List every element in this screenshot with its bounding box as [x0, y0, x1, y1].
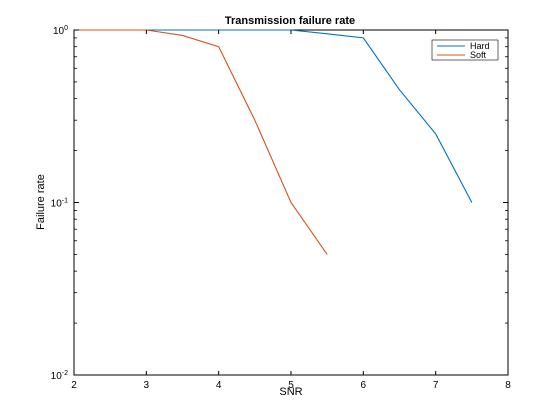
x-tick-label: 3	[144, 380, 150, 391]
x-tick-label: 7	[433, 380, 439, 391]
x-tick-label: 8	[505, 380, 511, 391]
legend-label-hard: Hard	[470, 41, 490, 51]
chart-title: Transmission failure rate	[225, 15, 355, 27]
series-line-hard	[74, 29, 473, 203]
y-tick-label: 100	[53, 25, 68, 37]
x-tick-label: 2	[71, 380, 77, 391]
x-tick-label: 6	[361, 380, 367, 391]
x-axis-title: SNR	[279, 386, 302, 398]
y-tick-label: 10-2	[51, 370, 68, 382]
y-tick-label: 10-1	[51, 198, 68, 210]
y-axis-title: Failure rate	[35, 174, 47, 230]
x-tick-label: 4	[216, 380, 222, 391]
legend-label-soft: Soft	[470, 50, 487, 60]
x-tick-label: 5	[288, 380, 294, 391]
x-axis-ticks: 2 3 4 5 6 7 8	[71, 30, 511, 391]
y-axis-ticks: 10-2 10-1 100	[51, 25, 508, 382]
legend: Hard Soft	[431, 39, 499, 61]
